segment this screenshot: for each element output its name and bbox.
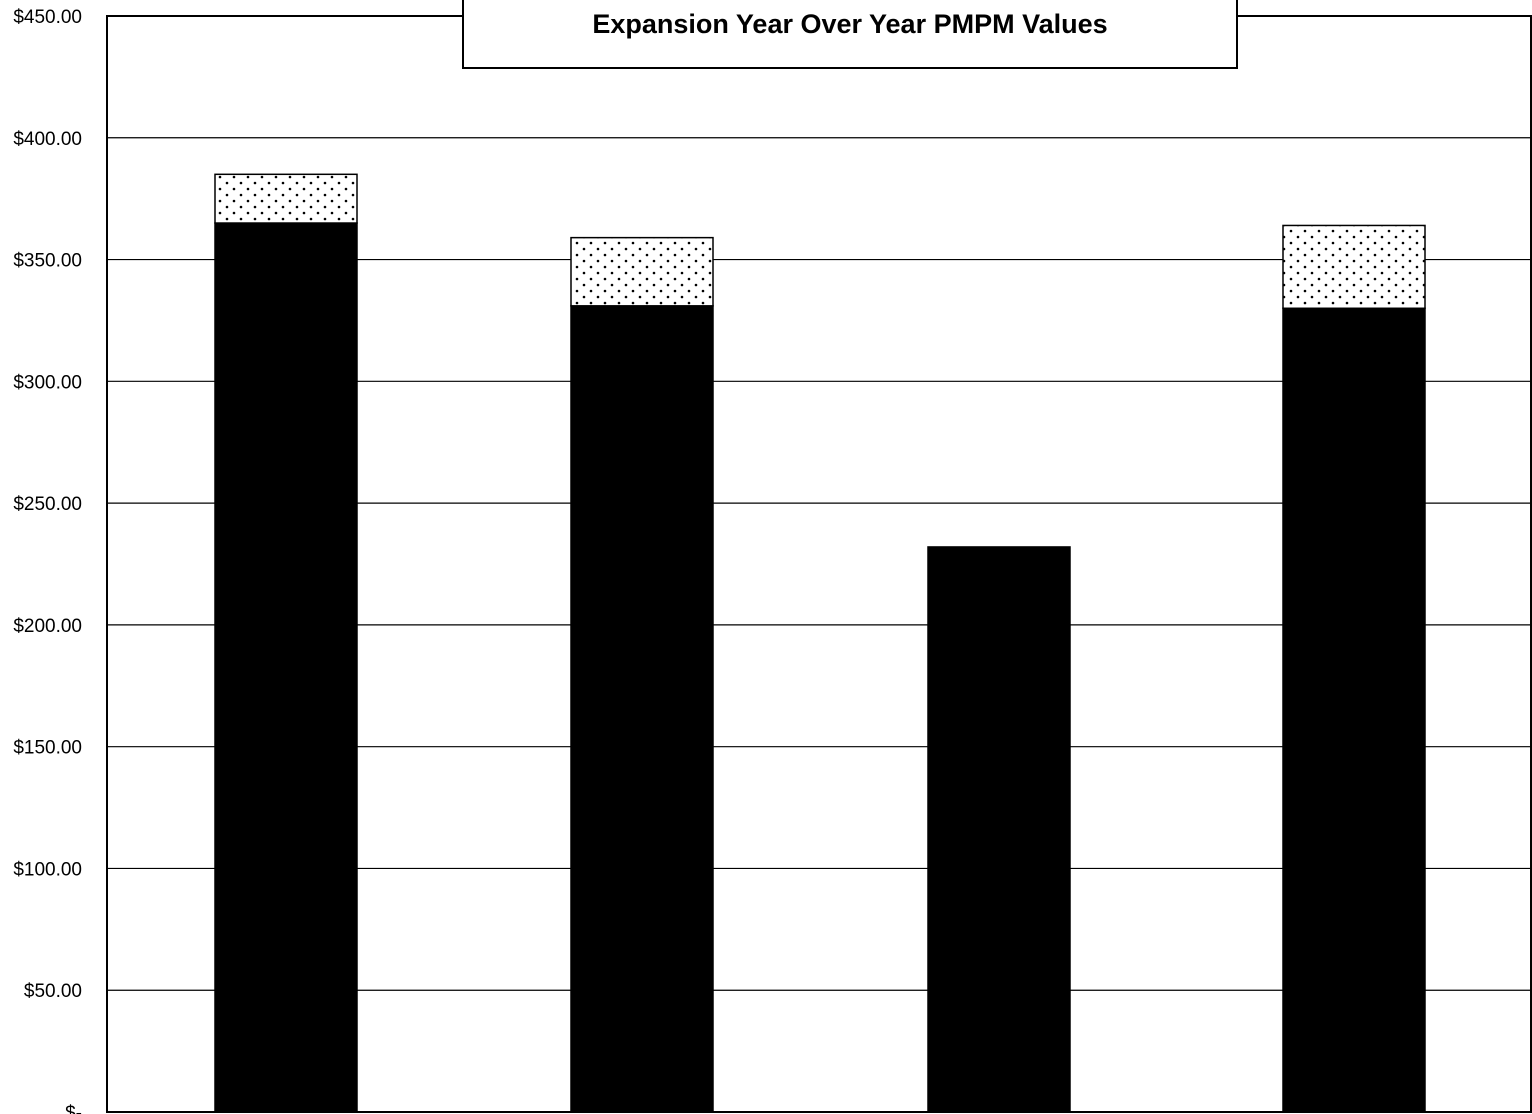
chart-title: Expansion Year Over Year PMPM Values — [592, 9, 1107, 39]
bar-segment-increment — [1282, 224, 1426, 310]
bar-segment-base — [1282, 307, 1426, 1113]
y-tick-label: $300.00 — [13, 372, 82, 393]
title-frame — [462, 0, 1238, 69]
bar-segment-base — [570, 305, 714, 1113]
bar-segment-base — [927, 546, 1071, 1113]
bar-segment-increment — [214, 173, 358, 224]
y-tick-label: $250.00 — [13, 494, 82, 515]
y-tick-label: $350.00 — [13, 251, 82, 272]
y-tick-label: $450.00 — [13, 7, 82, 28]
bars — [214, 173, 1426, 1113]
y-tick-label: $50.00 — [24, 981, 82, 1002]
bar-segment-increment — [570, 236, 714, 307]
y-tick-label: $- — [65, 1103, 82, 1114]
y-tick-label: $400.00 — [13, 129, 82, 150]
bar-segment-base — [214, 222, 358, 1113]
y-axis: $- $50.00 $100.00 $150.00 $200.00 $250.00 $300… — [13, 7, 82, 1114]
y-tick-label: $150.00 — [13, 738, 82, 759]
y-tick-label: $200.00 — [13, 616, 82, 637]
y-tick-label: $100.00 — [13, 859, 82, 880]
title-box: Expansion Year Over Year PMPM Values — [462, 0, 1238, 69]
